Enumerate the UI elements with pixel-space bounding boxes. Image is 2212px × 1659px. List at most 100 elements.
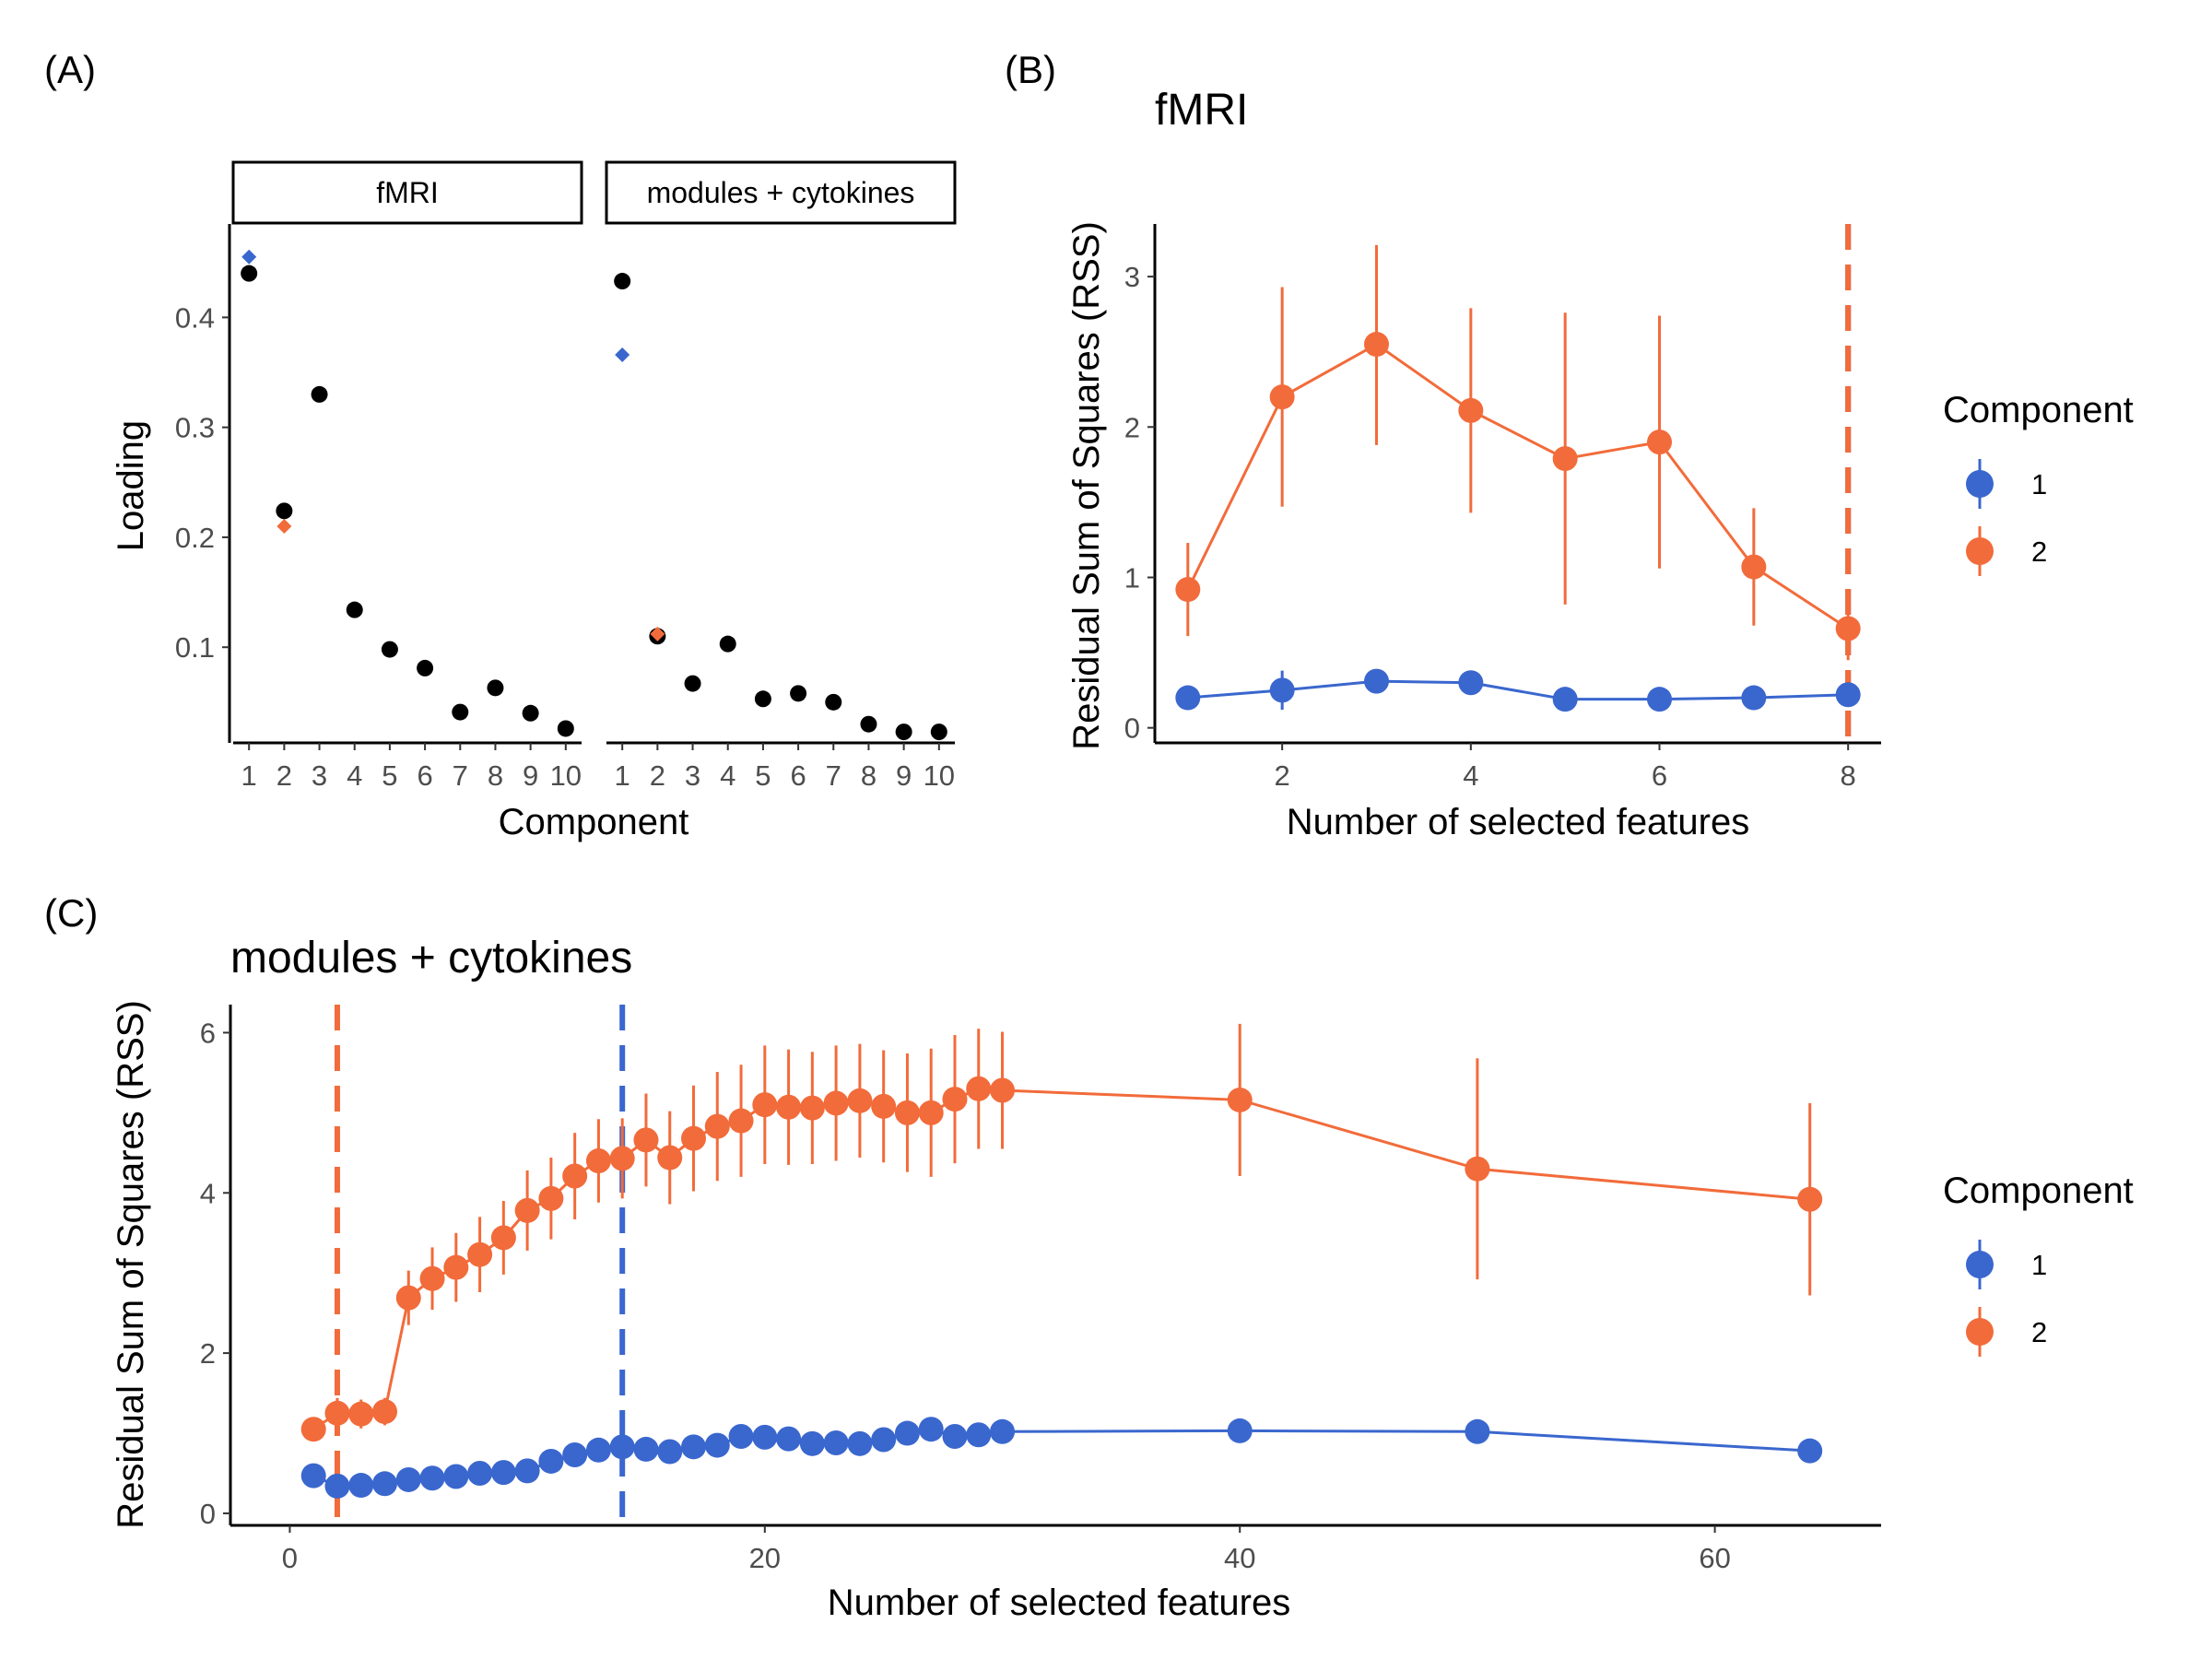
panel-c-point-component-1 [823,1430,849,1455]
panel-c-point-component-1 [990,1418,1016,1444]
loading-point [684,675,701,692]
panel-b-line-component-2 [1186,342,1850,630]
panel-c-point-component-2 [799,1095,825,1121]
panel-b-point-component-1 [1835,682,1861,708]
panel-c-point-component-1 [776,1426,802,1452]
panel-c-point-component-2 [490,1225,516,1251]
panel-c-point-component-1 [443,1464,469,1489]
facet-fmri: 1 2 3 4 5 6 7 8 9 10 [233,249,582,792]
strip-fmri [231,160,583,225]
panel-c-point-component-2 [894,1100,920,1125]
facet-xtick-label: 9 [523,759,538,792]
panel-c-point-component-1 [966,1422,992,1448]
loading-point [276,502,293,520]
panel-c-point-component-2 [847,1088,873,1113]
panel-b-point-component-2 [1552,446,1578,472]
panel-c-point-component-1 [538,1448,564,1474]
panel-a-xlabel: Component [499,802,689,842]
panel-c-point-component-1 [1797,1438,1823,1464]
panel-c-ytick-label: 0 [200,1498,216,1530]
panel-c-point-component-2 [728,1108,754,1134]
panel-c-point-component-1 [942,1424,968,1450]
panel-b-point-component-2 [1741,554,1767,580]
panel-c-point-component-2 [1465,1156,1490,1182]
panel-b: (B) fMRI 0 1 2 3 2 4 6 8 Number of selected fea… [1005,48,2134,842]
loading-point [895,724,912,741]
legend-b-1-marker [1966,470,1994,498]
panel-b-xtick-label: 8 [1841,759,1856,792]
loading-point [557,720,574,737]
loading-point [522,704,539,722]
panel-b-point-component-1 [1458,670,1484,696]
panel-c-point-component-1 [324,1473,350,1499]
panel-c-point-component-1 [728,1424,754,1450]
legend-c-1-marker [1966,1251,1994,1278]
facet-xtick-label: 7 [453,759,468,792]
panel-b-ytick-label: 3 [1124,261,1140,293]
panel-b-point-component-2 [1835,616,1861,641]
panel-c-point-component-1 [300,1463,326,1488]
panel-c-point-component-2 [443,1254,469,1280]
legend-b-2-label: 2 [2031,535,2047,568]
loading-point [487,679,504,697]
panel-c-point-component-1 [419,1465,445,1491]
panel-a-label: (A) [44,48,96,91]
facet-xtick-label: 2 [650,759,665,792]
panel-c-point-component-2 [776,1094,802,1120]
panel-b-line-component-1 [1187,679,1849,701]
panel-c-point-component-2 [348,1401,374,1427]
panel-c-point-component-2 [562,1163,588,1189]
loading-point [346,601,363,618]
legend-c-2-marker [1966,1318,1994,1346]
panel-c-ytick-label: 6 [200,1017,216,1049]
panel-a-ylabel: Loading [111,420,151,551]
panel-b-point-component-1 [1363,668,1389,694]
panel-c-point-component-1 [657,1439,683,1465]
legend-c-2-label: 2 [2031,1316,2047,1348]
panel-c-point-component-1 [372,1471,398,1497]
facet-xtick-label: 3 [312,759,327,792]
strip-fmri-label: fMRI [376,176,439,209]
panel-c-point-component-1 [348,1473,374,1499]
panel-c-ylabel: Residual Sum of Squares (RSS) [111,1000,151,1529]
facet-xtick-label: 10 [924,759,955,792]
strip-modules-cytokines [605,160,957,225]
facet-xtick-label: 3 [685,759,700,792]
panel-c-xtick-label: 40 [1224,1542,1255,1574]
panel-b-point-component-1 [1269,677,1295,703]
panel-b-legend-title: Component [1943,390,2134,430]
panel-c-label: (C) [44,891,98,935]
panel-c-point-component-2 [419,1265,445,1291]
loading-point [311,385,328,403]
selected-loading-component-1 [241,249,257,265]
panel-b-ytick-label: 0 [1124,712,1140,745]
panel-c-xtick-label: 60 [1699,1542,1730,1574]
panel-c-point-component-2 [966,1076,992,1101]
loading-point [241,265,258,282]
panel-c-point-component-1 [490,1460,516,1486]
facet-xtick-label: 7 [826,759,841,792]
panel-c-xtick-label: 20 [749,1542,781,1574]
facet-xtick-label: 5 [382,759,397,792]
panel-c-point-component-1 [871,1427,897,1453]
panel-c-point-component-2 [372,1399,398,1425]
loading-point [790,685,807,702]
panel-c-point-component-2 [823,1090,849,1116]
facet-xtick-label: 1 [241,759,257,792]
selected-loading-component-1 [615,347,630,362]
loading-point [614,273,631,290]
facet-xtick-label: 8 [861,759,877,792]
facet-xtick-label: 5 [755,759,771,792]
panel-c-point-component-2 [324,1400,350,1426]
facet-xtick-label: 10 [550,759,582,792]
panel-c-point-component-2 [657,1145,683,1171]
panel-c-point-component-1 [799,1430,825,1456]
loading-point [417,659,434,677]
panel-b-point-component-1 [1552,687,1578,712]
panel-c-point-component-1 [562,1442,588,1468]
strip-modules-cytokines-label: modules + cytokines [647,176,915,209]
panel-c-xtick-label: 0 [282,1542,298,1574]
panel-a-ytick-label: 0.4 [175,301,215,334]
panel-c-ytick-label: 2 [200,1337,216,1370]
